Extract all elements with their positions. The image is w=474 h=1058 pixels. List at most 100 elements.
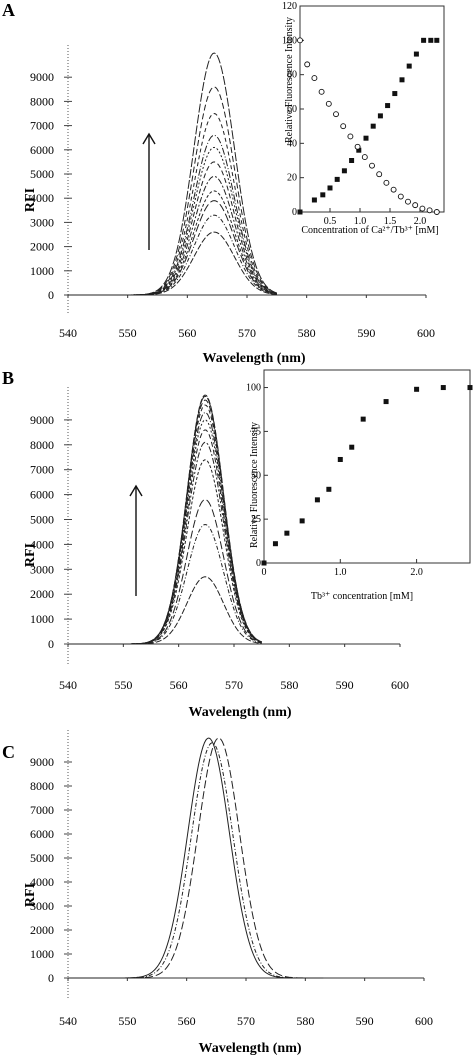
inset-x-tick-label: 1.5 xyxy=(384,216,397,227)
spectrum-line xyxy=(68,399,262,645)
inset-point-circle xyxy=(304,61,311,68)
inset-point-square xyxy=(413,51,419,57)
inset-point-square xyxy=(406,63,412,69)
inset-point-square xyxy=(385,103,391,109)
inset-point-circle xyxy=(325,100,332,107)
spectrum-line xyxy=(68,429,262,645)
panel-a-xlabel: Wavelength (nm) xyxy=(202,351,305,366)
spectrum-line xyxy=(68,395,262,645)
x-tick-label: 560 xyxy=(178,1014,196,1028)
inset-point-circle xyxy=(426,207,433,214)
panel-c-letter: C xyxy=(2,742,15,762)
inset-point-square xyxy=(370,123,376,129)
inset-point-square xyxy=(327,185,333,191)
x-tick-label: 540 xyxy=(59,326,77,340)
inset-point-square xyxy=(440,385,446,391)
y-tick-label: 3000 xyxy=(30,562,54,576)
inset-point-square xyxy=(434,37,440,43)
inset-x-tick-label: 1.0 xyxy=(354,216,367,227)
panel-b-ticks: 540 550 560 570 580 590 6000100020003000400050… xyxy=(30,387,409,692)
spectrum-line xyxy=(68,404,262,645)
inset-point-square xyxy=(297,209,303,215)
inset-point-square xyxy=(284,530,290,536)
inset-point-square xyxy=(467,385,473,391)
inset-point-square xyxy=(349,158,355,163)
x-tick-label: 570 xyxy=(238,326,256,340)
y-tick-label: 5000 xyxy=(30,167,54,181)
spectrum-line xyxy=(68,499,262,645)
inset-point-square xyxy=(399,77,405,83)
x-tick-label: 550 xyxy=(118,1014,136,1028)
x-tick-label: 590 xyxy=(356,1014,374,1028)
x-tick-label: 590 xyxy=(357,326,375,340)
inset-y-tick-label: 0 xyxy=(292,207,297,218)
panel-b-inset: Relative Fluorescence Intensity Tb³⁺ con… xyxy=(246,369,473,602)
inset-point-circle xyxy=(405,198,411,205)
y-tick-label: 9000 xyxy=(30,70,54,84)
y-tick-label: 8000 xyxy=(30,438,54,452)
y-tick-label: 4000 xyxy=(30,537,54,551)
inset-point-square xyxy=(383,399,389,405)
inset-point-circle xyxy=(340,123,347,130)
inset-point-square xyxy=(320,192,326,198)
inset-y-tick-label: 120 xyxy=(282,1,297,12)
spectrum-line xyxy=(68,459,262,645)
inset-point-square xyxy=(363,135,369,141)
inset-y-tick-label: 75 xyxy=(251,426,261,437)
inset-point-square xyxy=(349,444,355,450)
inset-point-square xyxy=(272,541,278,547)
y-tick-label: 4000 xyxy=(30,191,54,205)
inset-point-circle xyxy=(354,143,361,150)
inset-y-tick-label: 40 xyxy=(287,138,297,149)
x-tick-label: 600 xyxy=(391,678,409,692)
y-tick-label: 1000 xyxy=(30,612,54,626)
inset-point-circle xyxy=(361,154,368,161)
x-tick-label: 570 xyxy=(225,678,243,692)
inset-point-square xyxy=(421,37,427,43)
spectrum-line xyxy=(68,742,324,979)
x-tick-label: 560 xyxy=(178,326,196,340)
inset-point-square xyxy=(392,91,398,97)
panel-a-letter: A xyxy=(2,0,15,20)
y-tick-label: 7000 xyxy=(30,803,54,817)
spectrum-line xyxy=(68,523,262,645)
x-tick-label: 570 xyxy=(237,1014,255,1028)
y-tick-label: 6000 xyxy=(30,827,54,841)
x-tick-label: 600 xyxy=(417,326,435,340)
x-tick-label: 560 xyxy=(170,678,188,692)
y-tick-label: 0 xyxy=(48,971,54,985)
spectrum-line xyxy=(68,737,324,979)
panel-a-inset-ylabel: Relative Fluorescence Intensity xyxy=(284,17,295,143)
inset-point-square xyxy=(341,168,347,174)
spectrum-line xyxy=(68,146,277,296)
y-tick-label: 6000 xyxy=(30,488,54,502)
inset-point-circle xyxy=(397,193,404,200)
x-tick-label: 550 xyxy=(119,326,137,340)
inset-point-square xyxy=(414,386,420,392)
arrow-head xyxy=(142,132,156,145)
x-tick-label: 550 xyxy=(114,678,132,692)
inset-point-circle xyxy=(318,88,325,95)
y-tick-label: 9000 xyxy=(30,755,54,769)
panel-a: A RFI Wavelength (nm) 540 550 560 570 580 590… xyxy=(2,0,445,366)
inset-y-tick-label: 60 xyxy=(287,104,297,115)
inset-y-tick-label: 20 xyxy=(287,173,297,184)
inset-x-tick-label: 2.0 xyxy=(414,216,427,227)
panel-a-inset-xlabel: Concentration of Ca²⁺/Tb³⁺ [mM] xyxy=(301,225,438,236)
inset-x-tick-label: 0.5 xyxy=(324,216,337,227)
spectrum-line xyxy=(68,86,277,296)
y-tick-label: 0 xyxy=(48,288,54,302)
y-tick-label: 7000 xyxy=(30,119,54,133)
x-tick-label: 580 xyxy=(298,326,316,340)
inset-point-circle xyxy=(311,75,318,82)
inset-y-tick-label: 0 xyxy=(256,558,261,569)
inset-point-square xyxy=(334,176,340,182)
spectrum-line xyxy=(68,441,262,645)
inset-point-circle xyxy=(412,202,419,209)
inset-point-circle xyxy=(333,111,339,118)
inset-point-square xyxy=(337,456,343,462)
inset-point-circle xyxy=(390,186,397,193)
x-tick-label: 600 xyxy=(415,1014,433,1028)
panel-c-spectra xyxy=(68,737,324,979)
